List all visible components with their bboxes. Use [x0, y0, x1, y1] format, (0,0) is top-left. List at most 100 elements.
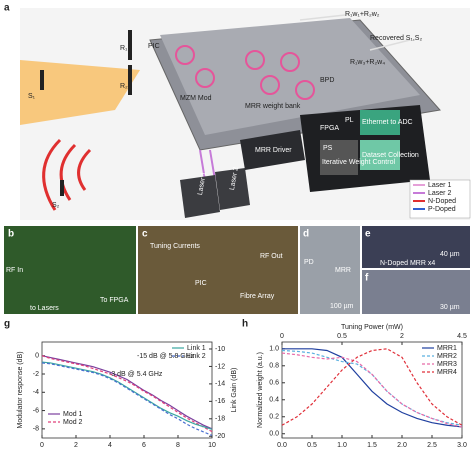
legend-label: MRR2: [437, 353, 457, 360]
panel-label: c: [142, 229, 148, 240]
y-tick-label: 0.2: [269, 414, 279, 421]
photo-label: To FPGA: [100, 297, 129, 304]
y2-tick-label: -10: [215, 346, 225, 353]
y2-axis-label: Link Gain (dB): [231, 368, 238, 413]
s1-label: S₁: [28, 93, 36, 100]
legend-label: N-Doped: [428, 198, 456, 205]
photo-label: 30 µm: [440, 304, 460, 311]
photo-label: PIC: [195, 280, 207, 287]
x2-tick-label: 2: [400, 333, 404, 340]
output-label: R₁w₁+R₂w₂: [345, 11, 380, 18]
photo-label: RF In: [6, 267, 23, 274]
x2-tick-label: 4.5: [457, 333, 467, 340]
photo-label: 100 µm: [330, 303, 354, 310]
legend-label: MRR1: [437, 345, 457, 352]
y-tick-label: 0.8: [269, 363, 279, 370]
series-line: [281, 352, 463, 428]
photo-label: Tuning Currents: [150, 243, 200, 250]
fpga-label: FPGA: [320, 125, 339, 132]
mzm-label: MZM Mod: [180, 95, 212, 102]
driver-label: MRR Driver: [255, 147, 292, 154]
photo-label: PD: [304, 259, 314, 266]
panel-label: d: [303, 229, 309, 240]
panel-a: a R₁w₁+R₂w₂ Recovered S₁,S₂ R₁w₃+R₂w₄ PI…: [4, 3, 471, 220]
y-tick-label: 0.6: [269, 380, 279, 387]
photo-label: N-Doped MRR x4: [380, 260, 435, 267]
ps-label: PS: [323, 145, 333, 152]
legend-label: Mod 2: [63, 419, 83, 426]
weight-label: MRR weight bank: [245, 103, 301, 110]
y-axis-label: Modulator response (dB): [17, 351, 24, 428]
photo-label: MRR: [335, 267, 351, 274]
y2-tick-label: -20: [215, 433, 225, 440]
pl-label: PL: [345, 117, 354, 124]
plot-frame: [41, 341, 213, 439]
y-tick-label: 0.4: [269, 397, 279, 404]
x-tick-label: 1.5: [367, 442, 377, 449]
y2-tick-label: -14: [215, 381, 225, 388]
panel-label: g: [4, 319, 10, 330]
r2-label: R₂: [120, 83, 128, 90]
laser-label: Laser 2: [229, 166, 240, 190]
x-tick-label: 2.5: [427, 442, 437, 449]
series-line: [41, 355, 213, 433]
x-tick-label: 4: [108, 442, 112, 449]
panel-label: b: [8, 229, 14, 240]
y-tick-label: -4: [33, 389, 39, 396]
photo-label: RF Out: [260, 253, 283, 260]
annotation: -15 dB @ 5.8 GHz: [137, 353, 195, 360]
photo-label: Fibre Array: [240, 293, 275, 300]
legend-label: Laser 1: [428, 182, 451, 189]
x-tick-label: 1.0: [337, 442, 347, 449]
x-tick-label: 3.0: [457, 442, 467, 449]
ethernet-label: Ethernet to ADC: [362, 119, 413, 126]
series-line: [41, 361, 213, 430]
series-line: [281, 349, 463, 426]
series-line: [41, 362, 213, 436]
legend-label: Link 1: [187, 345, 206, 352]
y2-tick-label: -18: [215, 416, 225, 423]
legend-label: Laser 2: [428, 190, 451, 197]
x-tick-label: 8: [176, 442, 180, 449]
output-label: R₁w₃+R₂w₄: [350, 59, 385, 66]
y2-tick-label: -16: [215, 398, 225, 405]
iterative-label: Iterative Weight Control: [322, 159, 395, 166]
recovered-label: Recovered S₁,S₂: [370, 35, 422, 42]
bpd-label: BPD: [320, 77, 334, 84]
y-tick-label: -8: [33, 426, 39, 433]
legend-label: Link 2: [187, 353, 206, 360]
legend-label: P-Doped: [428, 206, 456, 213]
y-tick-label: -6: [33, 407, 39, 414]
y-axis-label: Normalized weight (a.u.): [257, 352, 264, 428]
x-tick-label: 0.0: [277, 442, 287, 449]
y-tick-label: 1.0: [269, 346, 279, 353]
panel-label: f: [365, 273, 369, 284]
x-tick-label: 6: [142, 442, 146, 449]
legend-label: MRR4: [437, 369, 457, 376]
y-tick-label: 0.0: [269, 431, 279, 438]
x2-tick-label: 0: [280, 333, 284, 340]
x2-tick-label: 0.5: [337, 333, 347, 340]
legend-label: MRR3: [437, 361, 457, 368]
photo-label: 40 µm: [440, 251, 460, 258]
y2-tick-label: -12: [215, 363, 225, 370]
x-tick-label: 2: [74, 442, 78, 449]
y-tick-label: -2: [33, 371, 39, 378]
r1-label: R₁: [120, 45, 128, 52]
y-tick-label: 0: [35, 353, 39, 360]
photo-panels: b c d e f RF In To FPGA to Lasers Tuning…: [4, 226, 470, 330]
series-line: [41, 355, 213, 430]
panel-label: a: [4, 3, 10, 14]
laser-label: Laser 1: [197, 171, 208, 195]
x-tick-label: 2.0: [397, 442, 407, 449]
s2-label: S₂: [52, 202, 60, 209]
panel-label: e: [365, 229, 371, 240]
x-tick-label: 0: [40, 442, 44, 449]
series-line: [281, 348, 463, 426]
series-line: [282, 348, 463, 428]
x2-axis-label: Tuning Power (mW): [341, 324, 403, 331]
annotation: -3 dB @ 5.4 GHz: [109, 371, 163, 378]
dataset-label: Dataset Collection: [362, 152, 419, 159]
panel-label: h: [242, 319, 248, 330]
